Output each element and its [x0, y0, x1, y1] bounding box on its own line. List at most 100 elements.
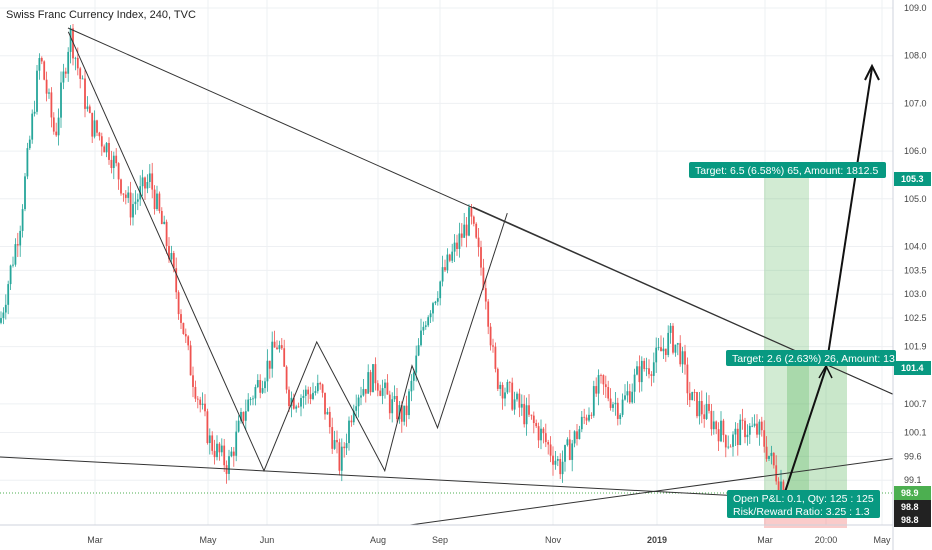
candle-body — [21, 209, 24, 231]
price-tag-label: 105.3 — [901, 174, 924, 184]
candle-body — [352, 410, 355, 423]
candle-body — [16, 244, 19, 246]
candle-body — [312, 392, 314, 400]
arrow-head-top — [864, 63, 880, 81]
candle-body — [28, 139, 31, 149]
price-tag: 105.3 — [894, 172, 931, 186]
candle-body — [720, 420, 722, 442]
candle-body — [216, 443, 218, 458]
position-info-box-text: Risk/Reward Ratio: 3.25 : 1.3 — [733, 506, 870, 518]
candle-body — [268, 360, 271, 369]
candle-body — [345, 443, 348, 449]
candle-body — [285, 366, 288, 390]
projection-arrow-1 — [784, 367, 827, 493]
candle-body — [57, 117, 60, 136]
candle-body — [45, 79, 48, 94]
candle-body — [153, 189, 156, 210]
target-box: Target: 6.5 (6.58%) 65, Amount: 1812.5 — [689, 162, 886, 178]
candle-body — [657, 347, 660, 349]
candle-body — [489, 326, 492, 346]
trendlines — [0, 27, 898, 526]
price-tag: 98.8 — [894, 513, 931, 527]
candle-body — [523, 403, 526, 425]
candle-body — [537, 426, 540, 441]
candle-body — [117, 163, 120, 180]
candle-body — [722, 420, 725, 436]
candle-body — [576, 431, 578, 439]
candle-body — [782, 481, 785, 498]
candle-body — [213, 450, 216, 458]
candle-body — [571, 443, 574, 460]
candle-body — [758, 421, 761, 435]
candle-body — [436, 298, 439, 302]
candle-body — [242, 411, 245, 421]
candle-body — [331, 427, 334, 449]
candle-body — [439, 281, 442, 299]
candle-body — [715, 421, 718, 430]
candle-body — [616, 402, 619, 419]
candle-body — [264, 381, 266, 389]
candle-body — [628, 391, 631, 403]
x-tick-label: May — [199, 535, 217, 545]
candle-body — [556, 459, 559, 461]
candle-body — [369, 372, 372, 393]
candle-body — [535, 423, 538, 427]
candle-body — [468, 207, 470, 236]
x-tick-label: 2019 — [647, 535, 667, 545]
candle-body — [516, 393, 518, 400]
candle-body — [196, 398, 199, 400]
candle-body — [504, 392, 506, 399]
candle-body — [732, 434, 734, 447]
candle-body — [477, 237, 480, 248]
candle-body — [300, 397, 302, 407]
candle-body — [688, 393, 691, 401]
candle-body — [292, 397, 295, 409]
candle-body — [590, 414, 593, 416]
candle-body — [103, 146, 106, 153]
candle-body — [691, 392, 694, 401]
x-tick-label: Nov — [545, 535, 562, 545]
candle-body — [122, 193, 125, 195]
position-info-box: Open P&L: 0.1, Qty: 125 : 125Risk/Reward… — [727, 490, 880, 518]
candle-body — [307, 389, 310, 395]
candle-body — [400, 405, 403, 422]
candle-body — [698, 401, 701, 417]
candle-body — [487, 301, 490, 327]
candle-body — [184, 333, 187, 337]
candle-body — [151, 173, 154, 190]
candle-body — [640, 360, 643, 383]
candle-body — [158, 193, 161, 211]
candle-body — [403, 405, 406, 422]
lower-trendline — [0, 456, 761, 498]
candle-body — [648, 368, 650, 375]
candle-body — [674, 344, 677, 353]
candle-body — [405, 405, 408, 416]
candle-body — [453, 242, 456, 252]
candle-body — [604, 384, 607, 388]
y-tick-label: 107.0 — [904, 98, 927, 108]
candle-body — [573, 431, 576, 444]
candle-body — [492, 345, 494, 347]
candle-body — [518, 393, 521, 408]
candle-body — [364, 389, 367, 394]
candle-body — [91, 112, 94, 137]
candle-body — [710, 410, 713, 430]
candle-body — [141, 177, 144, 187]
y-tick-label: 100.7 — [904, 399, 927, 409]
candle-body — [564, 445, 566, 462]
candle-body — [218, 443, 221, 453]
candle-body — [40, 58, 43, 62]
candle-body — [240, 411, 242, 421]
candle-body — [566, 439, 569, 446]
candle-body — [460, 233, 463, 238]
candle-body — [321, 384, 324, 393]
target-box-text: Target: 6.5 (6.58%) 65, Amount: 1812.5 — [695, 165, 878, 177]
x-tick-label: Aug — [370, 535, 386, 545]
price-tag-bg — [894, 513, 931, 527]
candle-body — [511, 382, 514, 410]
candle-body — [741, 419, 744, 421]
candle-body — [446, 254, 449, 271]
candle-body — [528, 405, 530, 415]
